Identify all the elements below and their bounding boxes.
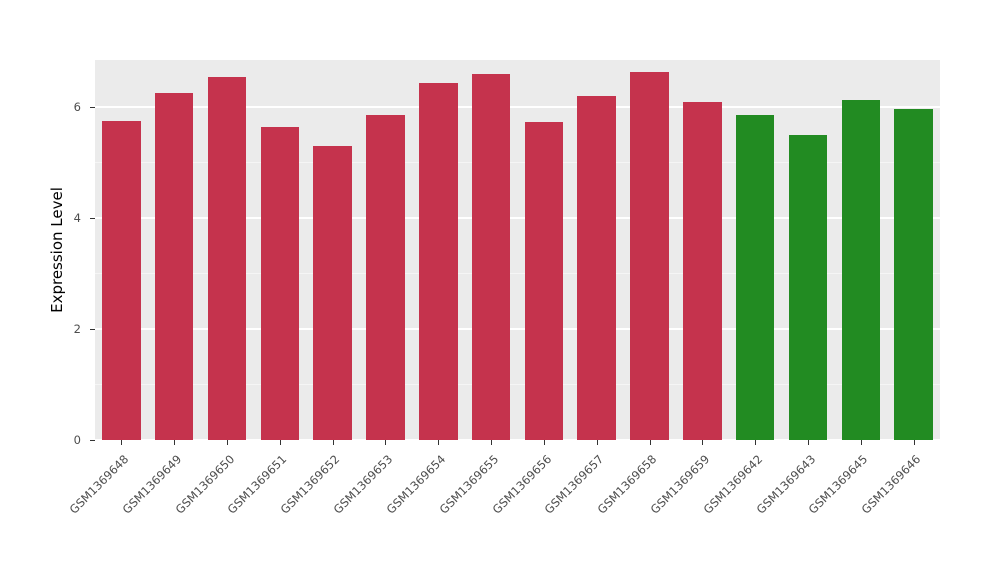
x-tick-mark: [596, 440, 598, 445]
bar: [524, 122, 564, 440]
x-tick-mark: [121, 440, 123, 445]
bar: [788, 134, 828, 440]
gridline-major: [95, 328, 940, 331]
gridline-minor: [95, 162, 940, 164]
bar: [894, 108, 933, 440]
bar: [102, 121, 141, 440]
bar: [313, 146, 352, 440]
y-tick-label: 4: [73, 211, 81, 226]
gridline-minor: [95, 384, 940, 386]
bar: [419, 83, 458, 440]
y-tick-mark: [90, 440, 95, 441]
x-tick-mark: [279, 440, 281, 445]
x-tick-mark: [438, 440, 440, 445]
y-tick-mark: [90, 218, 95, 220]
y-tick-label: 2: [73, 322, 81, 337]
y-tick-label: 6: [73, 100, 81, 115]
bar: [630, 72, 669, 440]
bar: [577, 96, 616, 440]
bar: [260, 126, 300, 440]
y-tick-label: 0: [73, 433, 81, 447]
x-tick-mark: [702, 440, 704, 445]
bar: [683, 101, 722, 440]
x-tick-mark: [913, 440, 915, 445]
bar: [735, 115, 775, 440]
y-tick-mark: [90, 329, 95, 331]
x-tick-mark: [227, 440, 229, 445]
x-tick-mark: [543, 440, 545, 445]
y-tick-mark: [90, 107, 95, 109]
bar: [841, 99, 881, 440]
gridline-major: [95, 439, 940, 441]
x-axis: GSM1369648 GSM1369649 GSM1369650 GSM1369651…: [67, 440, 940, 570]
x-tick-mark: [174, 440, 176, 445]
gridline-minor: [95, 273, 940, 275]
y-axis: 0 2 4 6: [0, 60, 95, 447]
chart-panel: [95, 60, 940, 441]
x-tick-mark: [332, 440, 334, 445]
x-tick-mark: [807, 440, 809, 445]
bar: [366, 115, 405, 440]
bar: [471, 73, 511, 440]
gridline-major: [95, 106, 940, 109]
x-tick-mark: [755, 440, 757, 445]
bar: [154, 93, 194, 440]
x-tick-mark: [385, 440, 387, 445]
x-tick-mark: [860, 440, 862, 445]
x-tick-mark: [491, 440, 493, 445]
x-tick-mark: [649, 440, 651, 445]
bar: [207, 76, 247, 440]
gridline-major: [95, 217, 940, 220]
